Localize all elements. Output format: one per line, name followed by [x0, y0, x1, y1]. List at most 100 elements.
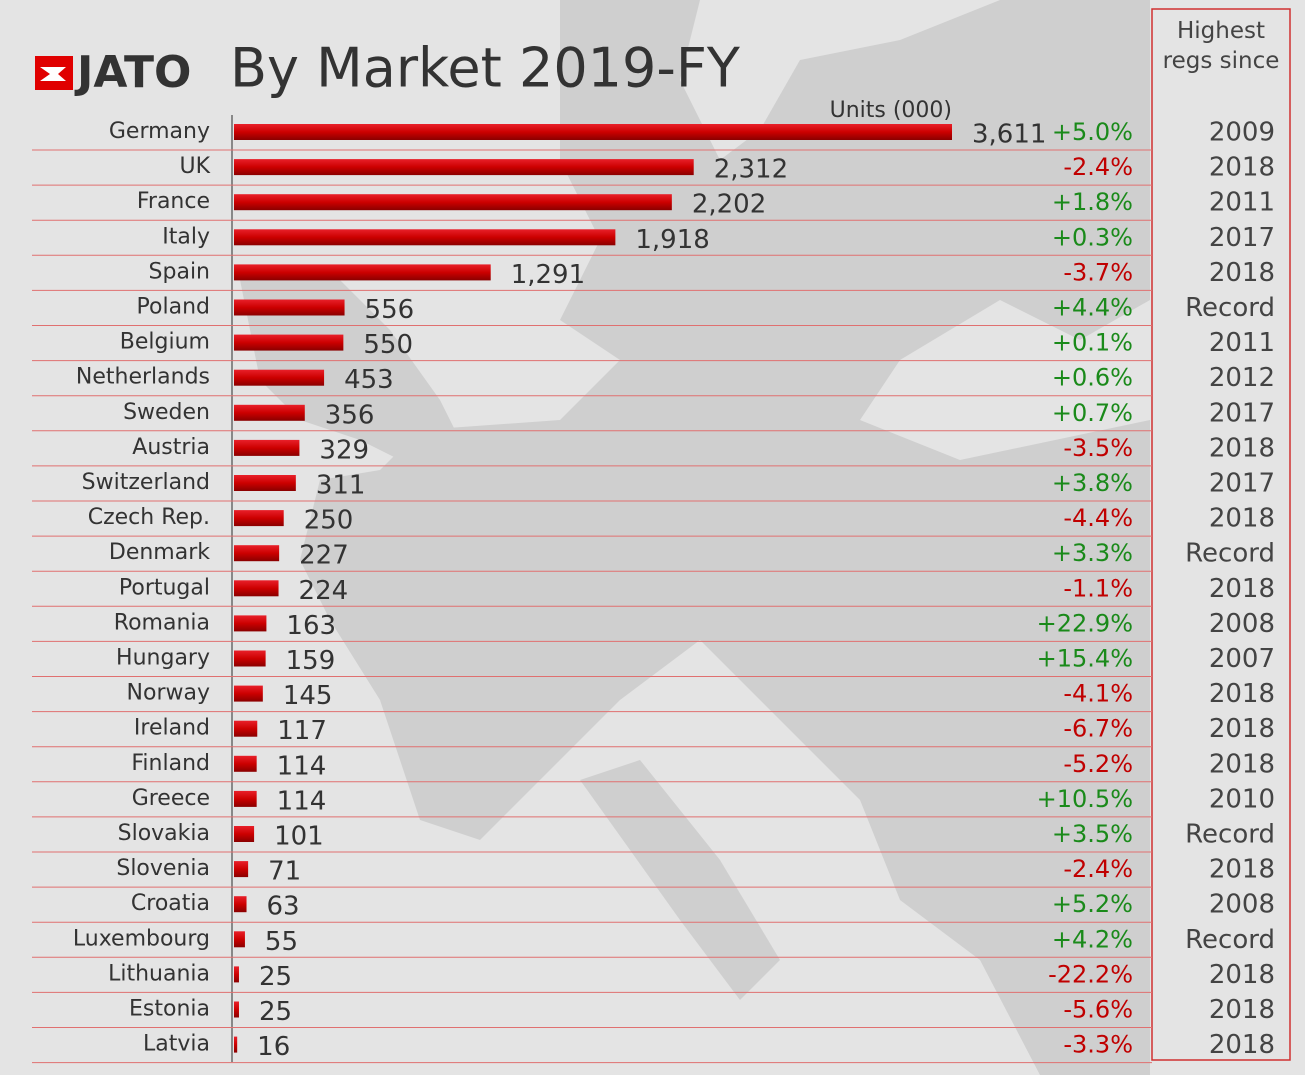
- category-label: Portugal: [119, 575, 210, 600]
- bar: [234, 369, 325, 386]
- bar: [234, 299, 345, 316]
- change-label: +15.4%: [1037, 645, 1133, 673]
- since-label: 2018: [1209, 995, 1275, 1025]
- change-label: +3.5%: [1052, 820, 1133, 848]
- since-label: 2018: [1209, 714, 1275, 744]
- since-label: 2018: [1209, 1030, 1275, 1060]
- change-label: -4.4%: [1063, 504, 1133, 532]
- change-label: -3.7%: [1063, 258, 1133, 286]
- since-header: Highest regs since: [1162, 18, 1280, 74]
- value-label: 163: [286, 611, 336, 641]
- since-label: 2018: [1209, 855, 1275, 885]
- category-label: Ireland: [134, 716, 210, 741]
- category-label: Switzerland: [82, 470, 210, 495]
- value-label: 2,312: [714, 155, 788, 185]
- category-label: Finland: [131, 751, 210, 776]
- change-label: -3.5%: [1063, 434, 1133, 462]
- bar: [234, 545, 280, 562]
- logo: JATO: [35, 47, 191, 98]
- change-label: +3.3%: [1052, 539, 1133, 567]
- category-label: Hungary: [116, 646, 210, 671]
- bar: [234, 264, 491, 281]
- value-label: 25: [259, 962, 292, 992]
- logo-icon-mark: [40, 67, 66, 81]
- since-label: Record: [1185, 820, 1275, 850]
- category-label: Romania: [114, 610, 210, 635]
- since-label: 2010: [1209, 784, 1275, 814]
- bar: [234, 1001, 239, 1018]
- category-label: Czech Rep.: [88, 505, 210, 530]
- value-label: 101: [274, 822, 324, 852]
- category-label: Netherlands: [76, 365, 210, 390]
- category-label: Spain: [149, 259, 210, 284]
- change-label: -6.7%: [1063, 715, 1133, 743]
- change-label: +0.3%: [1052, 223, 1133, 251]
- value-label: 224: [299, 576, 349, 606]
- change-label: +0.6%: [1052, 364, 1133, 392]
- category-label: France: [137, 189, 210, 214]
- value-label: 556: [365, 295, 415, 325]
- category-label: Austria: [132, 435, 210, 460]
- change-label: -5.6%: [1063, 996, 1133, 1024]
- since-label: 2018: [1209, 258, 1275, 288]
- category-label: Slovenia: [116, 856, 210, 881]
- since-label: 2018: [1209, 679, 1275, 709]
- change-label: +5.2%: [1052, 890, 1133, 918]
- value-label: 550: [363, 330, 413, 360]
- value-label: 311: [316, 471, 366, 501]
- bar: [234, 580, 279, 597]
- since-label: 2008: [1209, 609, 1275, 639]
- value-label: 159: [286, 646, 336, 676]
- value-label: 25: [259, 997, 292, 1027]
- category-label: UK: [179, 154, 210, 179]
- bar: [234, 755, 257, 772]
- axis-label: Units (000): [830, 98, 952, 123]
- value-label: 1,918: [635, 225, 709, 255]
- change-label: +0.1%: [1052, 329, 1133, 357]
- since-label: Record: [1185, 539, 1275, 569]
- bar: [234, 510, 284, 527]
- value-label: 3,611: [972, 120, 1046, 150]
- since-label: 2011: [1209, 328, 1275, 358]
- value-label: 16: [257, 1032, 290, 1062]
- value-label: 2,202: [692, 190, 766, 220]
- value-label: 356: [325, 400, 375, 430]
- category-label: Greece: [132, 786, 210, 811]
- bar: [234, 1036, 238, 1053]
- since-label: Record: [1185, 925, 1275, 955]
- bar: [234, 124, 952, 140]
- chart-title: By Market 2019-FY: [230, 37, 741, 100]
- since-label: 2008: [1209, 890, 1275, 920]
- since-label: Record: [1185, 293, 1275, 323]
- since-label: 2018: [1209, 574, 1275, 604]
- since-label: 2017: [1209, 398, 1275, 428]
- value-label: 145: [283, 681, 333, 711]
- since-label: 2009: [1209, 118, 1275, 148]
- change-label: +4.2%: [1052, 925, 1133, 953]
- category-label: Denmark: [109, 540, 210, 565]
- change-label: +22.9%: [1037, 609, 1133, 637]
- change-label: +1.8%: [1052, 188, 1133, 216]
- change-label: +10.5%: [1037, 785, 1133, 813]
- bar: [234, 720, 258, 737]
- bar: [234, 229, 616, 246]
- since-label: 2018: [1209, 749, 1275, 779]
- since-label: 2017: [1209, 469, 1275, 499]
- bar: [234, 966, 239, 983]
- category-label: Lithuania: [108, 961, 210, 986]
- change-label: -4.1%: [1063, 680, 1133, 708]
- change-label: +0.7%: [1052, 399, 1133, 427]
- logo-text: JATO: [74, 47, 191, 98]
- value-label: 71: [268, 857, 301, 887]
- value-label: 453: [344, 365, 394, 395]
- bar: [234, 896, 247, 913]
- category-label: Croatia: [131, 891, 210, 916]
- change-label: -3.3%: [1063, 1031, 1133, 1059]
- bar: [234, 475, 296, 491]
- change-label: -22.2%: [1048, 960, 1133, 988]
- change-label: +5.0%: [1052, 118, 1133, 146]
- since-label: 2018: [1209, 504, 1275, 534]
- value-label: 114: [277, 786, 327, 816]
- map-background: [240, 0, 1150, 1075]
